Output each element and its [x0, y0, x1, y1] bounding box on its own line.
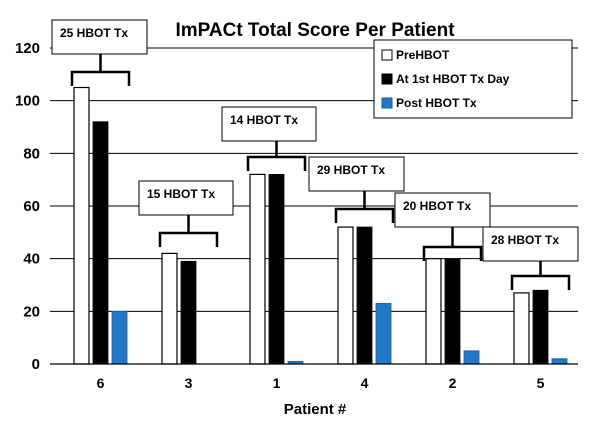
treatment-callouts: 25 HBOT Tx 15 HBOT Tx 14 HBOT Tx 29 HBOT Tx… — [51, 19, 579, 290]
bar-at-1st-hbot-tx-day-patient-1 — [268, 173, 285, 365]
legend-entry: At 1st HBOT Tx Day — [396, 72, 510, 86]
bar-prehbot-patient-1 — [249, 173, 266, 365]
callout-label: 25 HBOT Tx — [60, 26, 128, 40]
callout-bracket — [246, 141, 307, 171]
callout-box — [482, 226, 579, 262]
chart-title: ImPACt Total Score Per Patient — [175, 20, 455, 41]
y-tick-label: 0 — [32, 356, 40, 373]
x-tick-label: 2 — [449, 375, 457, 391]
x-tick-label: 6 — [97, 375, 105, 391]
bar-prehbot-patient-6 — [73, 86, 90, 365]
bar-at-1st-hbot-tx-day-patient-5 — [532, 289, 549, 365]
callout-box — [308, 156, 405, 192]
callout-3: 29 HBOT Tx — [308, 156, 405, 223]
callout-label: 29 HBOT Tx — [317, 163, 385, 177]
callout-box — [394, 192, 491, 228]
callout-0: 25 HBOT Tx — [51, 19, 148, 86]
y-tick-label: 60 — [23, 198, 40, 215]
callout-4: 20 HBOT Tx — [394, 192, 491, 261]
bar-post-hbot-tx-patient-2 — [463, 350, 480, 365]
x-tick-label: 1 — [273, 375, 281, 391]
y-axis-ticks: 0 20 40 60 80 100 120 — [15, 40, 40, 373]
bar-prehbot-patient-3 — [161, 252, 178, 365]
x-tick-label: 5 — [537, 375, 545, 391]
bar-at-1st-hbot-tx-day-patient-4 — [356, 226, 373, 365]
callout-bracket — [70, 54, 131, 86]
y-tick-label: 20 — [23, 303, 40, 320]
bar-at-1st-hbot-tx-day-patient-6 — [92, 121, 109, 365]
legend-swatch — [381, 97, 393, 109]
legend: PreHBOT At 1st HBOT Tx Day Post HBOT Tx — [373, 39, 573, 119]
bar-post-hbot-tx-patient-5 — [551, 358, 568, 365]
bar-post-hbot-tx-patient-4 — [375, 303, 392, 365]
bar-at-1st-hbot-tx-day-patient-3 — [180, 260, 197, 365]
callout-1: 15 HBOT Tx — [138, 180, 234, 247]
callout-label: 15 HBOT Tx — [147, 187, 215, 201]
x-tick-label: 3 — [185, 375, 193, 391]
x-axis-ticks: 6 3 1 4 2 5 — [97, 375, 545, 391]
bar-prehbot-patient-5 — [513, 292, 530, 365]
callout-label: 20 HBOT Tx — [403, 199, 471, 213]
x-tick-label: 4 — [361, 375, 369, 391]
bar-prehbot-patient-4 — [337, 226, 354, 365]
y-tick-label: 120 — [15, 40, 40, 57]
x-axis-label: Patient # — [284, 401, 347, 418]
callout-bracket — [158, 215, 219, 247]
callout-label: 14 HBOT Tx — [230, 113, 298, 127]
y-tick-label: 80 — [23, 145, 40, 162]
callout-2: 14 HBOT Tx — [221, 106, 317, 171]
callout-box — [51, 19, 148, 55]
callout-bracket — [334, 191, 395, 223]
y-tick-label: 40 — [23, 251, 40, 268]
bar-prehbot-patient-2 — [425, 258, 442, 365]
legend-swatch — [381, 49, 393, 61]
callout-5: 28 HBOT Tx — [482, 226, 579, 290]
bar-post-hbot-tx-patient-6 — [111, 310, 128, 365]
legend-entry: PreHBOT — [396, 48, 450, 62]
callout-box — [221, 106, 317, 142]
callout-bracket — [422, 227, 483, 261]
legend-swatch — [381, 73, 393, 85]
callout-bracket — [510, 261, 571, 290]
legend-box — [373, 39, 573, 119]
bars — [73, 86, 568, 365]
callout-label: 28 HBOT Tx — [491, 233, 559, 247]
y-tick-label: 100 — [15, 93, 40, 110]
bar-at-1st-hbot-tx-day-patient-2 — [444, 258, 461, 365]
callout-box — [138, 180, 234, 216]
legend-entry: Post HBOT Tx — [396, 96, 477, 110]
